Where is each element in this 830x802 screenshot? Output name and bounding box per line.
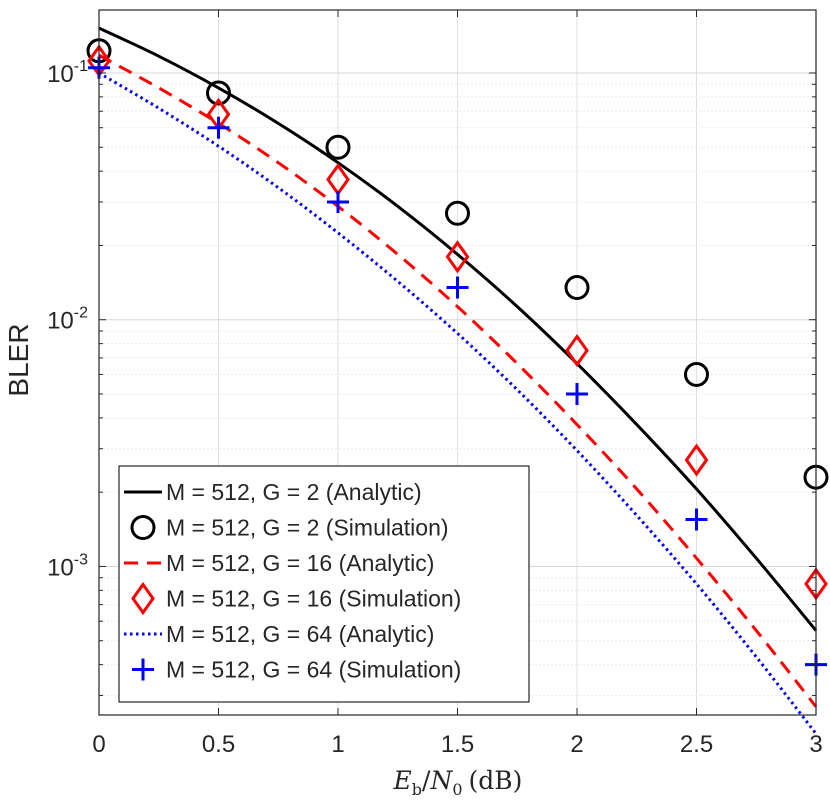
ticks: 0 0.5 1 1.5 2 2.5 3 10-1 10-2 10-3: [47, 10, 823, 758]
x-tick-label: 2.5: [680, 731, 713, 758]
x-tick-label: 2: [570, 731, 583, 758]
y-tick-label: 10-2: [47, 305, 88, 335]
x-label-sub-b: b: [412, 780, 422, 799]
series-3-marker: [445, 240, 470, 274]
legend-label-2: M = 512, G = 16 (Analytic): [166, 550, 434, 576]
x-tick-label: 0: [92, 731, 105, 758]
series-line-0: [98, 26, 818, 632]
series-5-marker: [207, 116, 230, 139]
series-5-marker: [685, 508, 708, 531]
y-tick-label: 10-3: [47, 551, 88, 581]
legend: M = 512, G = 2 (Analytic) M = 512, G = 2 …: [118, 465, 530, 703]
series-5-marker: [446, 276, 469, 299]
x-tick-label: 3: [809, 731, 822, 758]
x-label-n: N: [429, 766, 453, 795]
series-5-marker: [566, 382, 588, 405]
legend-label-3: M = 512, G = 16 (Simulation): [166, 586, 461, 612]
legend-label-4: M = 512, G = 64 (Analytic): [166, 621, 434, 647]
series-5-marker: [327, 190, 349, 213]
x-label-unit: (dB): [469, 766, 523, 795]
y-axis-label: BLER: [3, 323, 34, 396]
x-label-slash: /: [422, 766, 431, 795]
legend-swatch-1: [130, 515, 156, 540]
y-tick-label: 10-1: [47, 58, 88, 88]
x-label-e: E: [393, 766, 412, 795]
series-1-marker: [206, 80, 231, 106]
x-label-sub-0: 0: [452, 780, 462, 799]
x-tick-label: 1.5: [441, 731, 474, 758]
x-axis-label: Eb/N0 (dB): [393, 766, 523, 799]
series-1-marker: [684, 361, 709, 387]
legend-swatch-5: [132, 658, 154, 681]
legend-label-5: M = 512, G = 64 (Simulation): [166, 657, 461, 683]
legend-swatch-3: [131, 581, 155, 616]
legend-label-1: M = 512, G = 2 (Simulation): [166, 515, 449, 541]
grid: [98, 10, 817, 715]
series-3-marker: [565, 333, 589, 368]
x-tick-label: 1: [331, 731, 344, 758]
x-tick-label: 0.5: [202, 731, 235, 758]
series-line-4: [98, 71, 818, 735]
series-1-marker: [325, 134, 351, 160]
series-1-marker: [564, 275, 590, 301]
legend-box: [118, 465, 530, 703]
series-line-2: [98, 53, 818, 708]
legend-label-0: M = 512, G = 2 (Analytic): [166, 479, 422, 505]
series-1-marker: [445, 200, 470, 226]
series-3-marker: [684, 443, 709, 477]
